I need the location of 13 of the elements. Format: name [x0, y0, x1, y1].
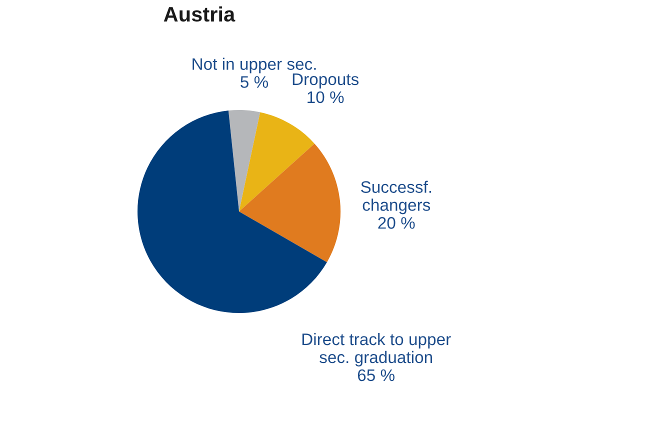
- pie-slice: [228, 110, 260, 212]
- data-label: 5 %: [240, 76, 268, 88]
- data-label: 20 %: [378, 217, 415, 229]
- data-label: 65 %: [358, 369, 394, 382]
- slice-label: Dropouts: [292, 74, 359, 88]
- slice-label: Successf. changers: [361, 180, 431, 214]
- slice-label: Direct track to upper sec. graduation: [302, 332, 451, 366]
- slice-label: Not in upper sec.: [192, 58, 316, 74]
- chart-title: Austria: [164, 6, 236, 22]
- pie-slice: [138, 110, 327, 314]
- pie-slice: [239, 144, 341, 262]
- pie-slice: [239, 112, 314, 212]
- data-label: 10 %: [308, 91, 344, 104]
